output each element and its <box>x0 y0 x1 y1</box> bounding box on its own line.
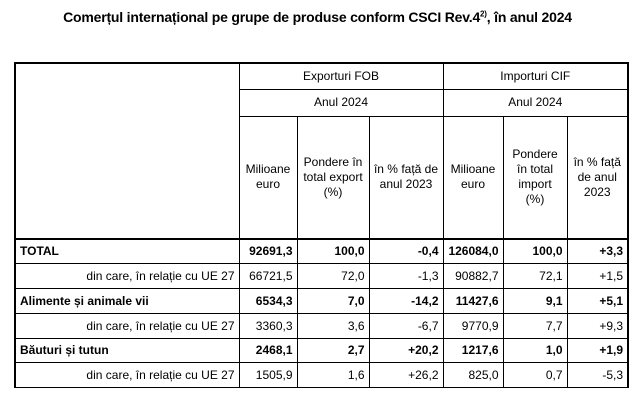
header-imports: Importuri CIF <box>442 62 630 90</box>
cell-import-share: 9,1 <box>502 287 568 314</box>
trade-table: Exporturi FOB Importuri CIF Anul 2024 An… <box>14 62 630 388</box>
cell-import-change: -5,3 <box>566 361 630 388</box>
cell-export-value: 66721,5 <box>238 262 298 289</box>
cell-import-change: +5,1 <box>566 287 630 314</box>
cell-export-share: 72,0 <box>296 262 370 289</box>
cell-import-change: +1,5 <box>566 262 630 289</box>
row-label: din care, în relație cu UE 27 <box>14 312 240 339</box>
row-label: Alimente și animale vii <box>14 287 240 314</box>
cell-export-change: -1,3 <box>368 262 444 289</box>
cell-export-share: 3,6 <box>296 312 370 339</box>
table-row: Alimente și animale vii 6534,3 7,0 -14,2… <box>14 287 630 314</box>
cell-import-share: 72,1 <box>502 262 568 289</box>
table-row: din care, în relație cu UE 27 1505,9 1,6… <box>14 361 630 388</box>
cell-import-change: +1,9 <box>566 337 630 363</box>
cell-import-share: 7,7 <box>502 312 568 339</box>
cell-import-change: +3,3 <box>566 238 630 264</box>
cell-import-change: +9,3 <box>566 312 630 339</box>
cell-export-change: -6,7 <box>368 312 444 339</box>
col-export-change: în % față de anul 2023 <box>368 115 444 240</box>
row-label: Băuturi și tutun <box>14 337 240 363</box>
cell-export-change: -0,4 <box>368 238 444 264</box>
cell-import-share: 1,0 <box>502 337 568 363</box>
row-label: din care, în relație cu UE 27 <box>14 361 240 388</box>
header-import-year: Anul 2024 <box>442 88 630 117</box>
cell-export-change: +20,2 <box>368 337 444 363</box>
table-row: din care, în relație cu UE 27 66721,5 72… <box>14 262 630 289</box>
row-label: din care, în relație cu UE 27 <box>14 262 240 289</box>
title-footnote: 2) <box>480 9 487 19</box>
cell-export-share: 2,7 <box>296 337 370 363</box>
table-row: din care, în relație cu UE 27 3360,3 3,6… <box>14 312 630 339</box>
row-label: TOTAL <box>14 238 240 264</box>
cell-export-value: 2468,1 <box>238 337 298 363</box>
header-corner <box>14 62 240 240</box>
cell-import-value: 90882,7 <box>442 262 504 289</box>
col-import-change: în % față de anul 2023 <box>566 115 630 240</box>
cell-import-value: 1217,6 <box>442 337 504 363</box>
cell-export-share: 100,0 <box>296 238 370 264</box>
cell-export-change: +26,2 <box>368 361 444 388</box>
col-export-value: Milioane euro <box>238 115 298 240</box>
col-import-value: Milioane euro <box>442 115 504 240</box>
cell-export-value: 1505,9 <box>238 361 298 388</box>
col-export-share: Pondere în total export (%) <box>296 115 370 240</box>
col-import-share: Pondere în total import (%) <box>502 115 568 240</box>
cell-export-share: 1,6 <box>296 361 370 388</box>
cell-export-value: 6534,3 <box>238 287 298 314</box>
cell-import-value: 825,0 <box>442 361 504 388</box>
table-title: Comerțul internațional pe grupe de produ… <box>63 9 572 25</box>
cell-export-share: 7,0 <box>296 287 370 314</box>
header-exports: Exporturi FOB <box>238 62 444 90</box>
cell-import-value: 11427,6 <box>442 287 504 314</box>
cell-export-change: -14,2 <box>368 287 444 314</box>
cell-import-share: 100,0 <box>502 238 568 264</box>
table-row: TOTAL 92691,3 100,0 -0,4 126084,0 100,0 … <box>14 238 630 264</box>
cell-import-value: 9770,9 <box>442 312 504 339</box>
cell-export-value: 3360,3 <box>238 312 298 339</box>
cell-import-share: 0,7 <box>502 361 568 388</box>
cell-export-value: 92691,3 <box>238 238 298 264</box>
header-export-year: Anul 2024 <box>238 88 444 117</box>
cell-import-value: 126084,0 <box>442 238 504 264</box>
table-row: Băuturi și tutun 2468,1 2,7 +20,2 1217,6… <box>14 337 630 363</box>
